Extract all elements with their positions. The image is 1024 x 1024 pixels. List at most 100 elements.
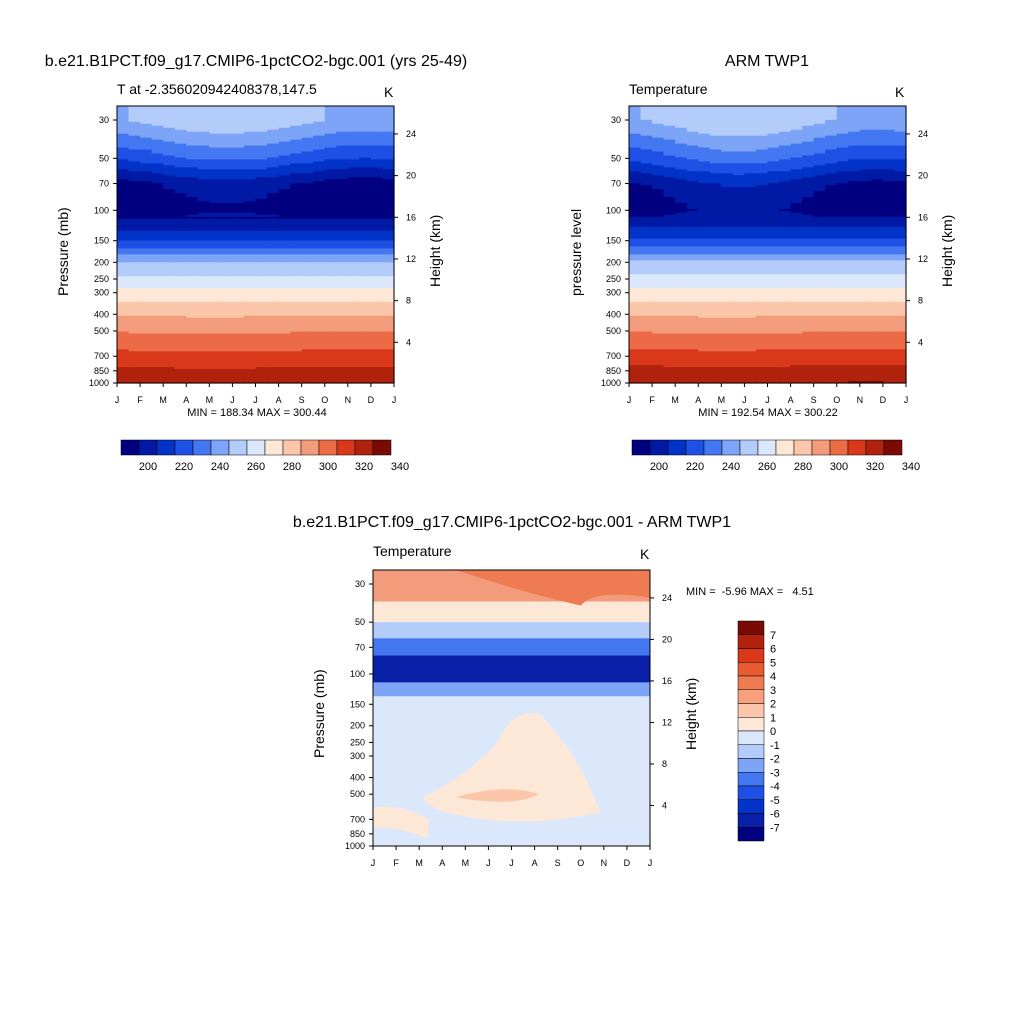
contour-cell <box>848 129 861 133</box>
contour-cell <box>255 353 268 356</box>
contour-cell <box>347 272 360 275</box>
contour-cell <box>859 220 872 224</box>
contour-cell <box>813 123 826 127</box>
contour-cell <box>163 230 176 234</box>
contour-cell <box>382 256 395 259</box>
contour-cell <box>629 195 642 198</box>
contour-cell <box>186 230 199 234</box>
contour-cell <box>790 218 803 222</box>
contour-cell <box>336 185 349 188</box>
contour-cell <box>243 153 257 157</box>
contour-cell <box>267 165 280 168</box>
contour-cell <box>709 151 722 155</box>
contour-cell <box>767 107 780 111</box>
contour-cell <box>336 347 349 350</box>
contour-cell <box>220 319 234 323</box>
contour-cell <box>825 224 838 228</box>
contour-cell <box>174 147 187 151</box>
contour-cell <box>151 236 164 240</box>
contour-cell <box>836 202 849 206</box>
contour-cell <box>629 125 642 129</box>
contour-cell <box>848 157 861 161</box>
contour-cell <box>652 155 665 159</box>
contour-cell <box>732 165 746 168</box>
contour-cell <box>382 141 395 145</box>
contour-cell <box>128 286 141 289</box>
contour-cell <box>825 230 838 234</box>
contour-cell <box>732 125 746 129</box>
contour-cell <box>767 169 780 172</box>
contour-cell <box>255 293 268 297</box>
contour-cell <box>347 198 360 202</box>
contour-cell <box>755 189 769 192</box>
contour-cell <box>117 177 130 180</box>
contour-cell <box>779 153 792 157</box>
contour-cell <box>243 274 257 277</box>
contour-cell <box>871 113 884 117</box>
contour-cell <box>382 319 395 323</box>
contour-cell <box>243 185 257 188</box>
contour-cell <box>347 266 360 269</box>
right-tick-label: 16 <box>406 212 416 222</box>
contour-cell <box>301 317 314 321</box>
contour-cell <box>347 106 360 109</box>
contour-cell <box>336 258 349 261</box>
contour-cell <box>220 206 234 210</box>
contour-cell <box>359 159 372 162</box>
contour-cell <box>836 195 849 198</box>
contour-cell <box>255 169 268 172</box>
contour-cell <box>197 204 210 208</box>
contour-cell <box>163 189 176 192</box>
contour-cell <box>640 202 653 206</box>
contour-cell <box>686 173 699 176</box>
contour-cell <box>359 373 372 376</box>
contour-cell <box>894 214 907 218</box>
contour-cell <box>347 325 360 329</box>
contour-cell <box>732 222 746 226</box>
contour-cell <box>186 295 199 299</box>
contour-cell <box>744 125 757 129</box>
contour-cell <box>359 228 372 232</box>
contour-cell <box>232 345 245 348</box>
contour-cell <box>836 127 849 131</box>
contour-cell <box>243 175 257 178</box>
contour-cell <box>370 339 384 343</box>
contour-cell <box>301 323 314 327</box>
contour-cell <box>117 222 130 226</box>
contour-cell <box>882 185 896 188</box>
contour-cell <box>652 200 665 204</box>
contour-cell <box>186 379 199 382</box>
contour-cell <box>336 335 349 339</box>
contour-cell <box>779 147 792 151</box>
contour-cell <box>174 270 187 273</box>
contour-cell <box>359 204 372 208</box>
contour-cell <box>359 111 372 115</box>
contour-cell <box>209 343 222 347</box>
contour-cell <box>140 238 153 242</box>
contour-cell <box>859 200 872 204</box>
contour-cell <box>675 212 688 216</box>
colorbar-swatch <box>138 439 158 456</box>
contour-cell <box>117 248 130 252</box>
contour-cell <box>859 111 872 115</box>
contour-cell <box>813 214 826 218</box>
contour-cell <box>232 359 245 362</box>
contour-cell <box>755 208 769 212</box>
contour-cell <box>243 339 257 343</box>
contour-cell <box>802 202 815 206</box>
contour-cell <box>232 264 245 267</box>
contour-cell <box>744 139 757 143</box>
contour-cell <box>151 125 164 129</box>
contour-cell <box>209 179 222 182</box>
contour-cell <box>174 123 187 127</box>
contour-cell <box>301 216 314 220</box>
contour-cell <box>382 131 395 135</box>
contour-cell <box>197 220 210 224</box>
contour-cell <box>128 165 141 168</box>
contour-cell <box>232 175 245 178</box>
contour-cell <box>767 175 780 178</box>
contour-cell <box>117 355 130 358</box>
contour-cell <box>255 301 268 305</box>
contour-cell <box>324 117 337 121</box>
contour-cell <box>324 129 337 133</box>
